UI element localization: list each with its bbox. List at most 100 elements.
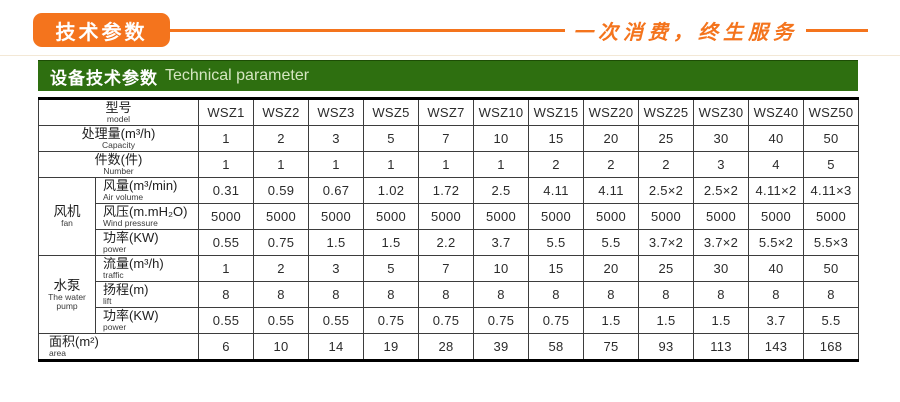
- value-cell: 25: [638, 125, 695, 152]
- value-cell: 8: [363, 281, 420, 308]
- model-header-cell: WSZ25: [638, 98, 695, 126]
- value-cell: 4.11×2: [748, 177, 805, 204]
- model-header-cell: WSZ1: [198, 98, 255, 126]
- value-cell: 2: [253, 255, 310, 282]
- value-cell: 1.5: [693, 307, 750, 334]
- value-cell: 50: [803, 255, 860, 282]
- value-cell: 8: [473, 281, 530, 308]
- value-cell: 4.11: [528, 177, 585, 204]
- value-cell: 2: [528, 151, 585, 178]
- value-cell: 8: [638, 281, 695, 308]
- value-cell: 5000: [418, 203, 475, 230]
- group-label-cell-fan: 风机 fan: [38, 177, 96, 256]
- section-tag: 技术参数: [33, 13, 170, 47]
- value-cell: 1.72: [418, 177, 475, 204]
- section-header-zh: 设备技术参数: [50, 68, 158, 88]
- label-zh: 流量(m³/h): [103, 256, 164, 271]
- value-cell: 8: [693, 281, 750, 308]
- value-cell: 5.5: [803, 307, 860, 334]
- value-cell: 50: [803, 125, 860, 152]
- table-row: 功率(KW) power 0.55 0.55 0.55 0.75 0.75 0.75 0.75 1…: [39, 307, 860, 334]
- value-cell: 0.55: [198, 229, 255, 256]
- value-cell: 75: [583, 333, 640, 361]
- parameter-label-cell: 面积(m²) area: [37, 333, 200, 361]
- value-cell: 2.5×2: [693, 177, 750, 204]
- value-cell: 58: [528, 333, 585, 361]
- parameter-label-cell: 风量(m³/min) Air volume: [94, 177, 200, 204]
- value-cell: 14: [308, 333, 365, 361]
- value-cell: 8: [748, 281, 805, 308]
- value-cell: 0.59: [253, 177, 310, 204]
- table-row: 件数(件) Number 1 1 1 1 1 1 2 2 2 3 4 5: [37, 151, 860, 178]
- group-label-cell-pump: 水泵 The water pump: [38, 255, 96, 334]
- parameter-label-cell: 件数(件) Number: [37, 151, 200, 178]
- value-cell: 5000: [748, 203, 805, 230]
- value-cell: 7: [418, 255, 475, 282]
- value-cell: 7: [418, 125, 475, 152]
- value-cell: 0.75: [363, 307, 420, 334]
- value-cell: 0.31: [198, 177, 255, 204]
- parameter-label-cell: 扬程(m) lift: [94, 281, 200, 308]
- separator-line: [0, 55, 900, 56]
- value-cell: 5.5×3: [803, 229, 860, 256]
- label-zh: 水泵: [53, 277, 81, 293]
- value-cell: 8: [253, 281, 310, 308]
- value-cell: 5000: [803, 203, 860, 230]
- label-en: Wind pressure: [103, 218, 158, 228]
- value-cell: 8: [528, 281, 585, 308]
- value-cell: 1: [473, 151, 530, 178]
- value-cell: 5.5×2: [748, 229, 805, 256]
- value-cell: 5: [363, 125, 420, 152]
- value-cell: 0.55: [253, 307, 310, 334]
- parameter-label-cell: 功率(KW) power: [94, 307, 200, 334]
- value-cell: 28: [418, 333, 475, 361]
- slogan-text: 一次消费，终生服务: [573, 19, 798, 44]
- value-cell: 30: [693, 125, 750, 152]
- value-cell: 0.75: [253, 229, 310, 256]
- value-cell: 30: [693, 255, 750, 282]
- value-cell: 93: [638, 333, 695, 361]
- value-cell: 10: [253, 333, 310, 361]
- label-zh: 扬程(m): [103, 282, 149, 297]
- value-cell: 2: [253, 125, 310, 152]
- value-cell: 5.5: [528, 229, 585, 256]
- value-cell: 8: [583, 281, 640, 308]
- divider-line-left: [170, 28, 565, 32]
- label-zh: 处理量(m³/h): [81, 126, 156, 141]
- model-header-cell: WSZ15: [528, 98, 585, 126]
- value-cell: 4.11: [583, 177, 640, 204]
- value-cell: 3: [308, 255, 365, 282]
- table-row: 处理量(m³/h) Capacity 1 2 3 5 7 10 15 20 25 30 40 50: [37, 125, 860, 152]
- label-en: fan: [61, 218, 73, 228]
- value-cell: 20: [583, 125, 640, 152]
- value-cell: 0.55: [308, 307, 365, 334]
- parameter-label-cell: 处理量(m³/h) Capacity: [37, 125, 200, 152]
- value-cell: 0.75: [418, 307, 475, 334]
- value-cell: 20: [583, 255, 640, 282]
- value-cell: 40: [748, 125, 805, 152]
- value-cell: 5000: [363, 203, 420, 230]
- label-zh: 功率(KW): [103, 230, 159, 245]
- value-cell: 1.5: [308, 229, 365, 256]
- table-row: 扬程(m) lift 8 8 8 8 8 8 8 8 8 8 8 8: [39, 281, 860, 308]
- model-header-cell: WSZ2: [253, 98, 310, 126]
- value-cell: 8: [418, 281, 475, 308]
- model-label-cell: 型号 model: [37, 98, 200, 126]
- model-header-cell: WSZ10: [473, 98, 530, 126]
- value-cell: 2.5: [473, 177, 530, 204]
- section-header-en: Technical parameter: [165, 67, 310, 84]
- label-zh: 风量(m³/min): [103, 178, 178, 193]
- technical-parameter-table: 型号 model WSZ1 WSZ2 WSZ3 WSZ5 WSZ7 WSZ10 WSZ15 WSZ…: [37, 97, 860, 362]
- value-cell: 10: [473, 125, 530, 152]
- table-header-row: 型号 model WSZ1 WSZ2 WSZ3 WSZ5 WSZ7 WSZ10 WSZ15 WSZ…: [37, 98, 860, 126]
- value-cell: 5: [803, 151, 860, 178]
- label-en: lift: [103, 296, 112, 306]
- value-cell: 40: [748, 255, 805, 282]
- value-cell: 19: [363, 333, 420, 361]
- value-cell: 2.5×2: [638, 177, 695, 204]
- parameter-label-cell: 功率(KW) power: [94, 229, 200, 256]
- value-cell: 2: [638, 151, 695, 178]
- value-cell: 168: [803, 333, 860, 361]
- value-cell: 8: [198, 281, 255, 308]
